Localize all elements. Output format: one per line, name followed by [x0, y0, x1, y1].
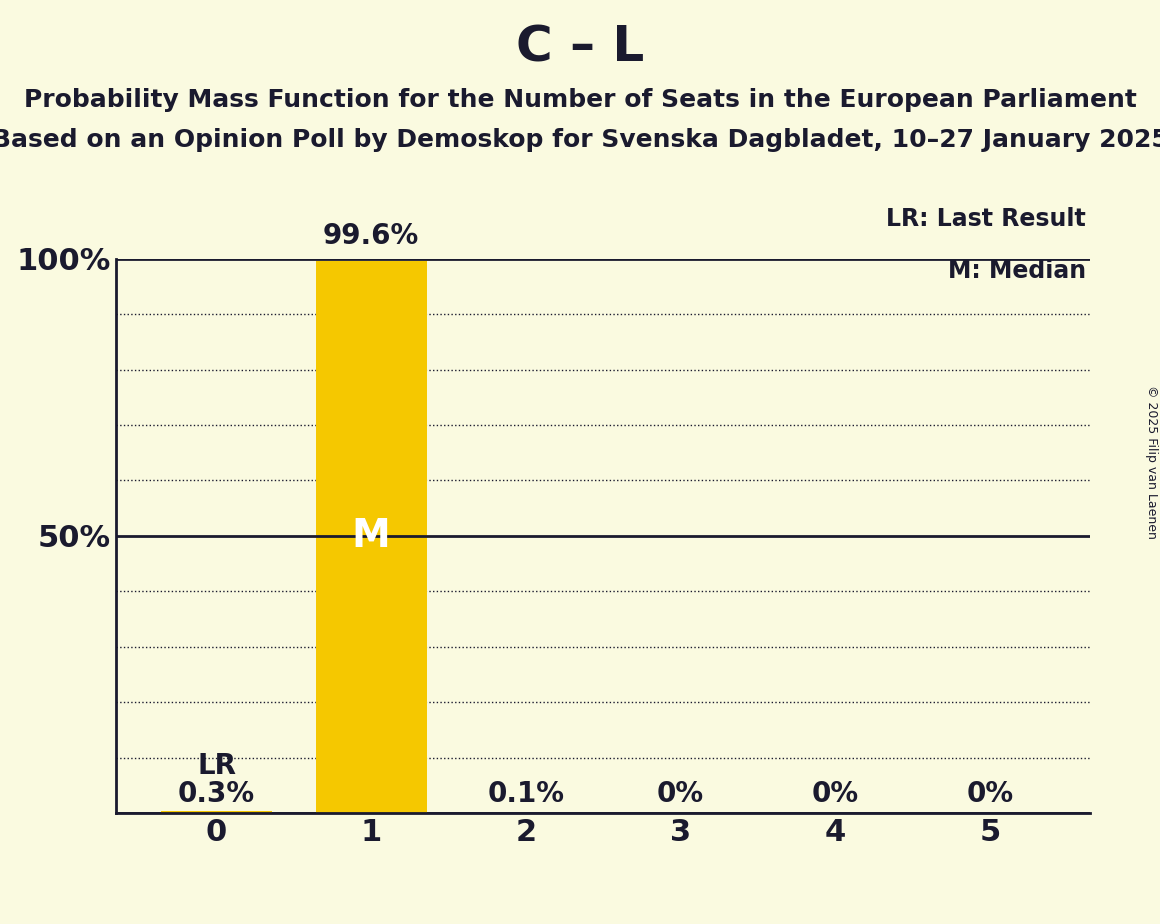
Bar: [161, 811, 273, 813]
Text: Probability Mass Function for the Number of Seats in the European Parliament: Probability Mass Function for the Number…: [23, 88, 1137, 112]
Bar: [316, 261, 427, 813]
Text: LR: Last Result: LR: Last Result: [886, 207, 1086, 231]
Text: 0%: 0%: [966, 780, 1014, 808]
Text: © 2025 Filip van Laenen: © 2025 Filip van Laenen: [1145, 385, 1159, 539]
Text: 0%: 0%: [657, 780, 704, 808]
Text: LR: LR: [197, 752, 235, 780]
Text: M: Median: M: Median: [948, 259, 1086, 283]
Text: 0%: 0%: [812, 780, 858, 808]
Text: 0.3%: 0.3%: [177, 780, 255, 808]
Text: Based on an Opinion Poll by Demoskop for Svenska Dagbladet, 10–27 January 2025: Based on an Opinion Poll by Demoskop for…: [0, 128, 1160, 152]
Text: 0.1%: 0.1%: [487, 780, 565, 808]
Text: M: M: [351, 517, 391, 555]
Text: 99.6%: 99.6%: [324, 223, 419, 250]
Text: C – L: C – L: [516, 23, 644, 71]
